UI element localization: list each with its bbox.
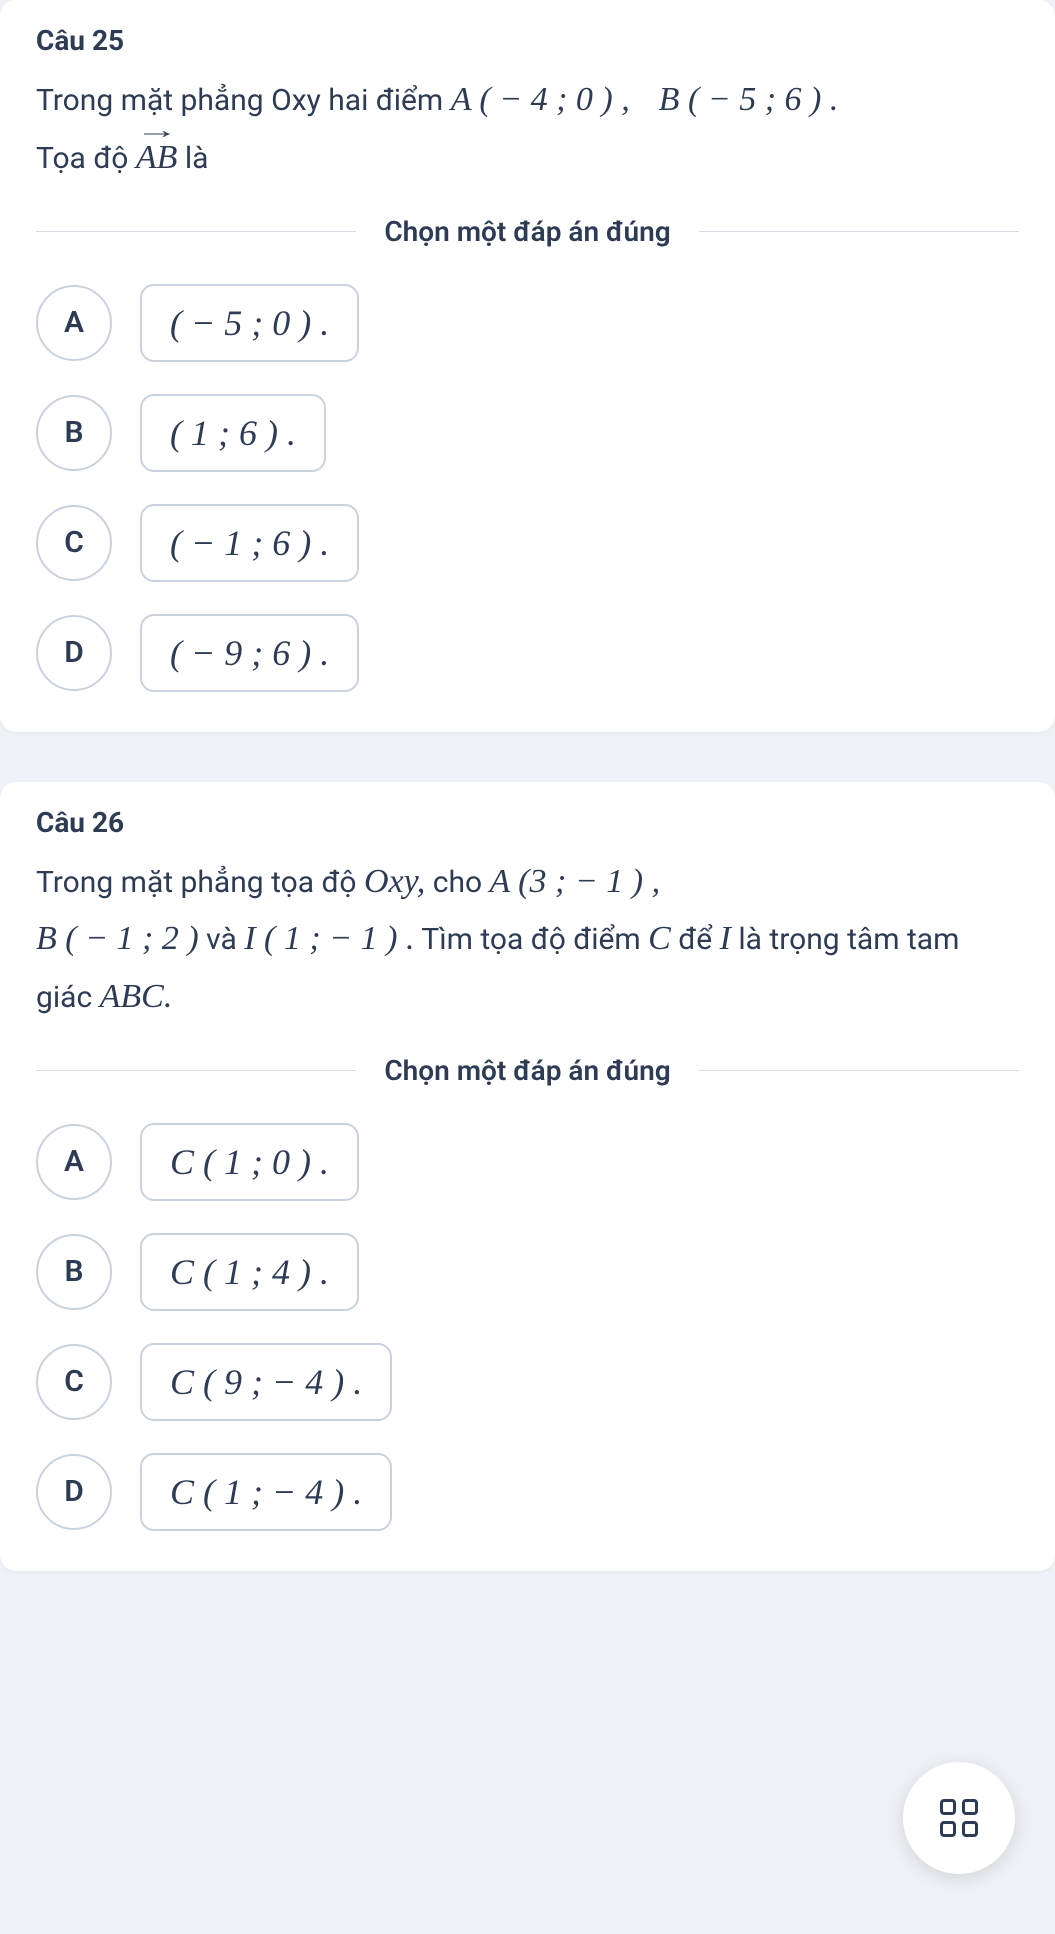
option-value: ( 1 ; 6 ) . [140,394,326,472]
option-c[interactable]: C ( − 1 ; 6 ) . [36,504,1019,582]
option-letter: C [36,505,112,581]
divider-label: Chọn một đáp án đúng [356,215,698,248]
menu-fab[interactable] [903,1762,1015,1874]
grid-icon [940,1799,978,1837]
math-point-b: B ( − 1 ; 2 ) [36,920,199,957]
option-d[interactable]: D C ( 1 ; − 4 ) . [36,1453,1019,1531]
math-abc: ABC. [100,978,173,1015]
math-oxy: Oxy, [364,863,425,900]
option-b[interactable]: B ( 1 ; 6 ) . [36,394,1019,472]
option-letter: A [36,285,112,361]
question-text: Trong mặt phẳng tọa độ Oxy, cho A (3 ; −… [36,853,1019,1026]
math-point-a: A ( − 4 ; 0 ) , [451,81,630,118]
option-b[interactable]: B C ( 1 ; 4 ) . [36,1233,1019,1311]
text-segment: Tìm tọa độ điểm [421,922,648,957]
text-segment: là [185,141,209,176]
text-segment: cho [433,865,490,900]
option-value: ( − 9 ; 6 ) . [140,614,359,692]
options-list: A C ( 1 ; 0 ) . B C ( 1 ; 4 ) . C C ( 9 … [0,1115,1055,1571]
option-value: C ( 1 ; − 4 ) . [140,1453,392,1531]
math-point-a: A (3 ; − 1 ) , [490,863,661,900]
text-segment: Trong mặt phẳng tọa độ [36,865,364,900]
text-segment: Trong mặt phẳng Oxy hai điểm [36,83,451,118]
text-segment: để [678,922,719,957]
options-list: A ( − 5 ; 0 ) . B ( 1 ; 6 ) . C ( − 1 ; … [0,276,1055,732]
divider-line [36,231,356,232]
math-point-i2: I [720,920,731,957]
question-card-25: Câu 25 Trong mặt phẳng Oxy hai điểm A ( … [0,0,1055,732]
divider-line [699,231,1019,232]
text-segment: và [206,922,244,957]
question-text: Trong mặt phẳng Oxy hai điểm A ( − 4 ; 0… [36,71,1019,187]
option-d[interactable]: D ( − 9 ; 6 ) . [36,614,1019,692]
math-point-i: I ( 1 ; − 1 ) . [244,920,414,957]
option-c[interactable]: C C ( 9 ; − 4 ) . [36,1343,1019,1421]
text-segment: Tọa độ [36,141,136,176]
option-letter: C [36,1344,112,1420]
question-card-26: Câu 26 Trong mặt phẳng tọa độ Oxy, cho A… [0,782,1055,1571]
divider: Chọn một đáp án đúng [0,215,1055,248]
option-value: C ( 9 ; − 4 ) . [140,1343,392,1421]
option-letter: D [36,1454,112,1530]
option-a[interactable]: A ( − 5 ; 0 ) . [36,284,1019,362]
divider: Chọn một đáp án đúng [0,1054,1055,1087]
option-letter: A [36,1124,112,1200]
question-number: Câu 25 [36,24,1019,57]
option-letter: D [36,615,112,691]
option-a[interactable]: A C ( 1 ; 0 ) . [36,1123,1019,1201]
option-letter: B [36,395,112,471]
option-letter: B [36,1234,112,1310]
divider-label: Chọn một đáp án đúng [356,1054,698,1087]
math-point-c: C [648,920,671,957]
math-point-b: B ( − 5 ; 6 ) . [659,81,839,118]
question-header: Câu 26 Trong mặt phẳng tọa độ Oxy, cho A… [0,782,1055,1054]
option-value: C ( 1 ; 4 ) . [140,1233,359,1311]
option-value: ( − 1 ; 6 ) . [140,504,359,582]
divider-line [699,1070,1019,1071]
math-vector-ab: AB [136,129,178,187]
question-header: Câu 25 Trong mặt phẳng Oxy hai điểm A ( … [0,0,1055,215]
option-value: ( − 5 ; 0 ) . [140,284,359,362]
option-value: C ( 1 ; 0 ) . [140,1123,359,1201]
question-number: Câu 26 [36,806,1019,839]
divider-line [36,1070,356,1071]
